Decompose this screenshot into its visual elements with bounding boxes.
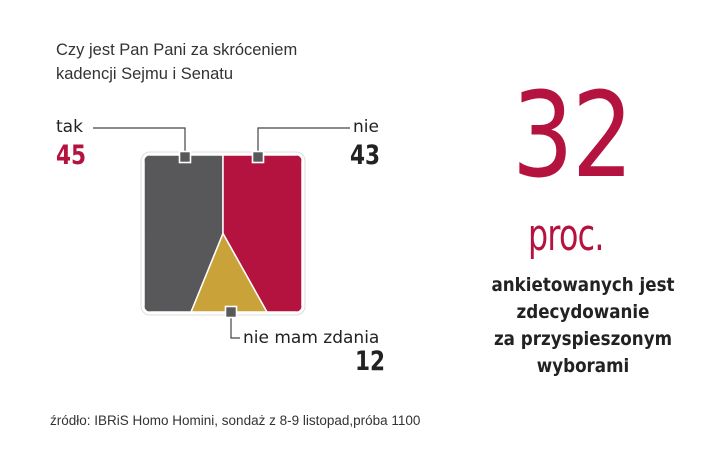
title-line: Czy jest Pan Pani za skróceniem [56, 41, 298, 59]
description-line: wyborami [536, 355, 630, 377]
value-nie: 43 [350, 140, 381, 171]
chart-segments [144, 155, 302, 312]
source-note: źródło: IBRiS Homo Homini, sondaż z 8-9 … [50, 413, 421, 428]
leader-line-nie-mam-zdania [230, 316, 240, 339]
label-tak: tak [56, 117, 83, 137]
value-nie-mam-zdania: 12 [355, 346, 386, 377]
marker-tak [178, 150, 192, 164]
segment-nie [222, 155, 302, 312]
highlight-description: ankietowanych jest zdecydowanie za przys… [452, 272, 714, 380]
label-nie-mam-zdania: nie mam zdania [243, 328, 380, 348]
chart-title: Czy jest Pan Pani za skróceniem kadencji… [56, 38, 297, 86]
title-line: kadencji Sejmu i Senatu [56, 65, 234, 83]
description-line: za przyspieszonym [493, 328, 673, 350]
segment-nie-mam-zdania [189, 231, 269, 312]
marker-nie-mam-zdania [224, 305, 238, 319]
description-line: zdecydowanie [516, 301, 650, 323]
description-line: ankietowanych jest [491, 274, 675, 296]
leader-line-tak [93, 127, 186, 152]
highlight-number: 32 [512, 66, 633, 204]
leader-line-nie [257, 127, 350, 152]
label-nie: nie [353, 117, 379, 137]
value-tak: 45 [56, 140, 87, 171]
marker-nie [251, 150, 265, 164]
highlight-unit: proc. [528, 210, 604, 261]
